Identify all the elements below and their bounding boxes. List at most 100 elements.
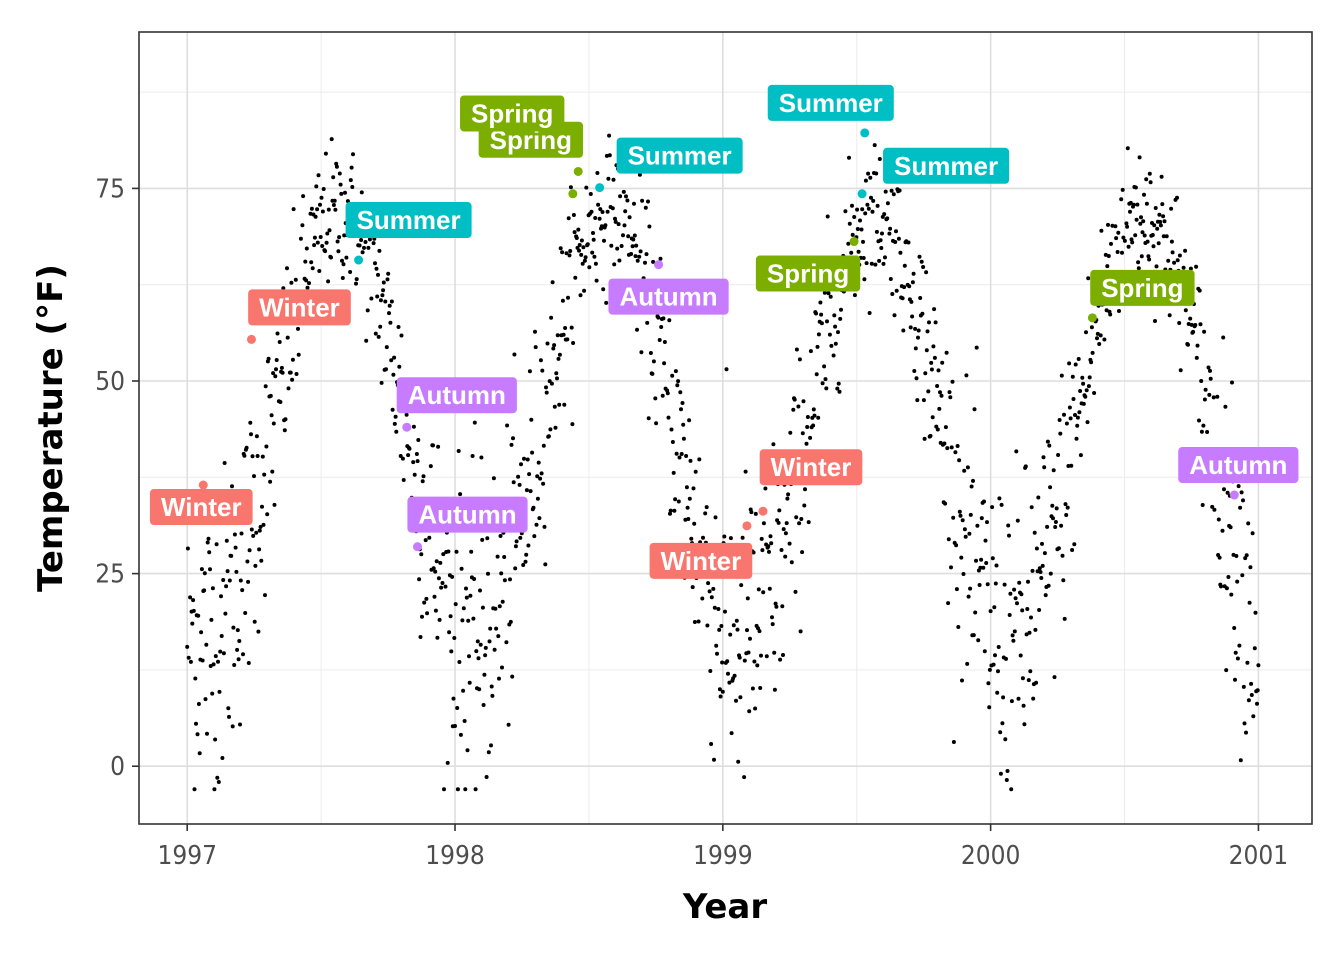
temperature-point <box>600 210 605 214</box>
temperature-point <box>956 625 961 629</box>
temperature-point <box>916 328 921 333</box>
temperature-point <box>230 484 234 489</box>
season-highlight-point <box>758 506 768 516</box>
temperature-point <box>504 640 509 645</box>
temperature-point <box>792 397 797 402</box>
temperature-point <box>191 608 196 613</box>
temperature-point <box>874 229 879 234</box>
temperature-point <box>761 590 766 595</box>
temperature-point <box>246 579 251 584</box>
temperature-point <box>1199 379 1204 383</box>
temperature-point <box>595 171 600 175</box>
season-label: Winter <box>149 489 253 526</box>
temperature-point <box>1064 421 1069 426</box>
season-highlight-point <box>354 255 364 265</box>
temperature-point <box>1175 195 1179 200</box>
temperature-point <box>498 534 503 538</box>
temperature-point <box>1216 517 1221 522</box>
temperature-point <box>1063 502 1068 507</box>
temperature-point <box>495 554 500 559</box>
temperature-point <box>1098 333 1103 338</box>
temperature-point <box>1197 418 1201 423</box>
temperature-point <box>185 644 190 649</box>
temperature-point <box>697 457 702 462</box>
temperature-point <box>1238 758 1243 763</box>
y-tick-label: 25 <box>95 560 125 590</box>
temperature-point <box>717 627 722 632</box>
temperature-point <box>731 623 736 628</box>
temperature-point <box>534 522 539 527</box>
temperature-point <box>303 259 308 264</box>
temperature-point <box>783 554 788 559</box>
temperature-point <box>635 327 639 332</box>
season-label: Spring <box>460 95 565 132</box>
temperature-point <box>416 438 421 442</box>
temperature-point <box>937 406 942 411</box>
temperature-point <box>584 185 589 190</box>
temperature-point <box>877 157 882 161</box>
temperature-point <box>621 189 626 194</box>
temperature-point <box>978 565 983 570</box>
temperature-point <box>1156 241 1161 246</box>
temperature-point <box>764 654 769 659</box>
temperature-point <box>549 315 554 320</box>
temperature-point <box>524 488 529 493</box>
temperature-point <box>1129 237 1134 242</box>
y-tick-label: 75 <box>95 174 125 204</box>
temperature-point <box>238 722 242 727</box>
temperature-point <box>982 649 987 654</box>
temperature-point <box>466 618 471 623</box>
temperature-point <box>588 192 593 196</box>
temperature-point <box>1162 219 1167 224</box>
temperature-point <box>561 332 566 337</box>
season-label: Summer <box>883 147 1010 184</box>
temperature-point <box>1050 503 1055 508</box>
temperature-point <box>1158 223 1163 228</box>
temperature-point <box>1212 507 1217 512</box>
temperature-point <box>961 572 966 576</box>
temperature-point <box>489 743 493 748</box>
temperature-point <box>514 539 519 544</box>
temperature-point <box>921 398 926 403</box>
temperature-point <box>1183 308 1188 313</box>
temperature-point <box>185 546 190 551</box>
temperature-point <box>1233 677 1237 682</box>
temperature-point <box>454 549 459 554</box>
temperature-point <box>212 787 217 792</box>
temperature-point <box>1247 600 1252 605</box>
temperature-point <box>508 619 513 624</box>
season-label-text: Autumn <box>408 380 506 410</box>
temperature-point <box>238 578 243 583</box>
temperature-point <box>577 243 582 247</box>
season-label: Autumn <box>407 496 528 533</box>
temperature-point <box>1117 309 1121 313</box>
temperature-point <box>632 201 636 206</box>
temperature-point <box>219 594 223 599</box>
temperature-point <box>806 520 811 525</box>
temperature-point <box>1070 548 1075 552</box>
temperature-point <box>373 331 378 336</box>
temperature-point <box>558 246 563 251</box>
temperature-point <box>833 324 838 329</box>
temperature-point <box>651 359 656 364</box>
temperature-point <box>916 335 920 340</box>
temperature-point <box>1106 222 1110 227</box>
temperature-point <box>897 188 902 193</box>
temperature-point <box>883 189 888 194</box>
temperature-point <box>390 407 395 412</box>
temperature-point <box>254 434 259 439</box>
temperature-point <box>604 300 609 305</box>
temperature-point <box>1205 430 1210 434</box>
temperature-point <box>461 606 466 611</box>
temperature-point <box>598 207 603 212</box>
temperature-point <box>864 261 869 266</box>
temperature-point <box>890 292 895 296</box>
temperature-point <box>1028 669 1033 674</box>
temperature-point <box>557 352 562 357</box>
temperature-point <box>856 249 861 254</box>
season-label-box <box>396 377 517 414</box>
temperature-point <box>1245 660 1250 665</box>
temperature-point <box>973 610 978 615</box>
temperature-point <box>582 258 587 263</box>
temperature-point <box>205 731 209 736</box>
